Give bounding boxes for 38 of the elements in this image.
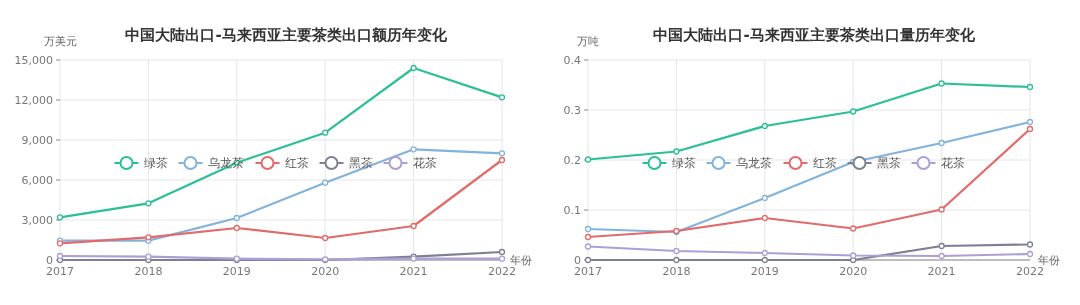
y-tick-label: 3,000 [21,214,53,227]
x-tick-label: 2022 [488,265,516,278]
legend-label: 绿茶 [671,156,696,170]
legend-label: 乌龙茶 [735,156,772,170]
x-axis-title: 年份 [510,254,532,267]
y-tick-label: 15,000 [14,54,53,67]
x-tick-label: 2020 [311,265,340,278]
x-tick-label: 2018 [662,265,691,278]
chart-title: 中国大陆出口-马来西亚主要茶类出口额历年变化 [125,26,448,44]
legend-label: 黑茶 [876,156,901,170]
x-tick-label: 2019 [750,265,779,278]
y-tick-label: 0 [46,254,53,267]
legend-label: 花茶 [412,156,437,170]
x-tick-label: 2017 [574,265,602,278]
x-tick-label: 2022 [1016,265,1044,278]
legend-label: 红茶 [812,156,837,170]
y-axis-title: 万吨 [577,35,599,48]
y-tick-label: 9,000 [21,134,53,147]
y-tick-label: 0 [574,254,581,267]
legend-label: 绿茶 [143,156,168,170]
y-tick-label: 0.2 [563,154,581,167]
x-tick-label: 2021 [927,265,956,278]
legend-label: 红茶 [284,156,309,170]
chart-title: 中国大陆出口-马来西亚主要茶类出口量历年变化 [653,26,976,44]
y-tick-label: 6,000 [21,174,53,187]
y-tick-label: 12,000 [14,94,53,107]
x-axis-title: 年份 [1038,254,1060,267]
legend-label: 花茶 [940,156,965,170]
x-tick-label: 2017 [46,265,74,278]
x-tick-label: 2018 [134,265,163,278]
y-tick-label: 0.3 [563,104,581,117]
legend-label: 黑茶 [348,156,373,170]
x-tick-label: 2021 [399,265,428,278]
y-tick-label: 0.4 [563,54,581,67]
y-tick-label: 0.1 [563,204,581,217]
x-tick-label: 2019 [222,265,251,278]
x-tick-label: 2020 [839,265,868,278]
y-axis-title: 万美元 [43,35,77,48]
